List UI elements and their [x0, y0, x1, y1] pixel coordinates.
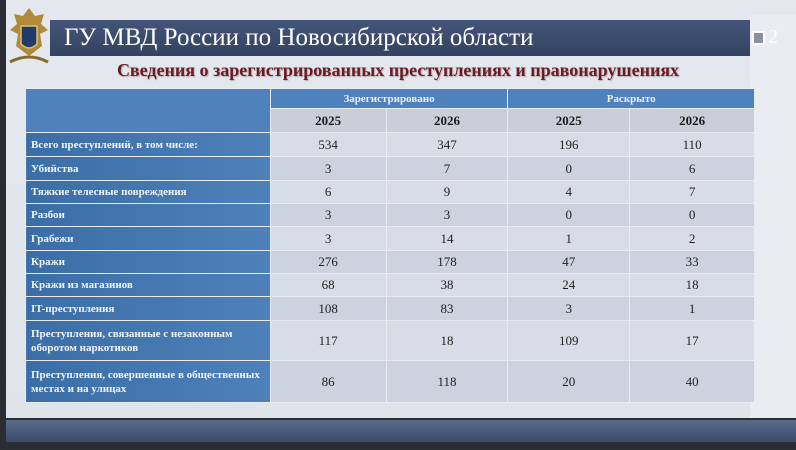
- subtitle: Сведения о зарегистрированных преступлен…: [116, 60, 680, 80]
- value-cell: 178: [385, 250, 509, 274]
- value-cell: 18: [385, 320, 509, 361]
- bottom-bar: [6, 420, 796, 442]
- value-cell: 68: [269, 273, 387, 297]
- emblem-logo-icon: [9, 8, 49, 64]
- table-row: Грабежи 3 14 1 2: [25, 226, 755, 251]
- row-label: Преступления, совершенные в общественных…: [25, 360, 271, 403]
- page-title: ГУ МВД России по Новосибирской области: [50, 20, 750, 56]
- table-row: Преступления, связанные с незаконным обо…: [25, 320, 755, 361]
- value-cell: 3: [385, 203, 509, 227]
- year-header: 2025: [507, 108, 631, 133]
- value-cell: 0: [629, 203, 755, 227]
- value-cell: 3: [269, 226, 387, 251]
- year-header: 2026: [629, 108, 755, 133]
- crime-stats-table: Зарегистрировано Раскрыто 2025 2026 2025…: [25, 88, 755, 403]
- value-cell: 3: [269, 156, 387, 181]
- value-cell: 20: [507, 360, 631, 403]
- value-cell: 18: [629, 273, 755, 297]
- group-header-solved: Раскрыто: [507, 88, 755, 109]
- slide-icon: [752, 30, 765, 45]
- value-cell: 4: [507, 180, 631, 204]
- value-cell: 7: [629, 180, 755, 204]
- row-label: IT-преступления: [25, 296, 271, 321]
- value-cell: 2: [629, 226, 755, 251]
- value-cell: 276: [269, 250, 387, 274]
- value-cell: 38: [385, 273, 509, 297]
- table-row: IT-преступления 108 83 3 1: [25, 296, 755, 321]
- year-header: 2025: [269, 108, 387, 133]
- value-cell: 24: [507, 273, 631, 297]
- table-row: Преступления, совершенные в общественных…: [25, 360, 755, 403]
- row-label: Тяжкие телесные повреждения: [25, 180, 271, 204]
- value-cell: 118: [385, 360, 509, 403]
- value-cell: 117: [269, 320, 387, 361]
- value-cell: 534: [269, 132, 387, 157]
- value-cell: 196: [507, 132, 631, 157]
- year-header: 2026: [385, 108, 509, 133]
- table-row: Кражи из магазинов 68 38 24 18: [25, 273, 755, 297]
- value-cell: 3: [269, 203, 387, 227]
- corner-header: [25, 88, 271, 133]
- value-cell: 47: [507, 250, 631, 274]
- table-row: Убийства 3 7 0 6: [25, 156, 755, 181]
- row-label: Грабежи: [25, 226, 271, 251]
- value-cell: 347: [385, 132, 509, 157]
- row-label: Кражи из магазинов: [25, 273, 271, 297]
- row-label: Всего преступлений, в том числе:: [25, 132, 271, 157]
- row-label: Преступления, связанные с незаконным обо…: [25, 320, 271, 361]
- table-row: Кражи 276 178 47 33: [25, 250, 755, 274]
- value-cell: 17: [629, 320, 755, 361]
- value-cell: 83: [385, 296, 509, 321]
- value-cell: 0: [507, 156, 631, 181]
- table-row: Разбои 3 3 0 0: [25, 203, 755, 227]
- value-cell: 14: [385, 226, 509, 251]
- page-number: 2: [752, 26, 778, 49]
- value-cell: 109: [507, 320, 631, 361]
- group-header-registered: Зарегистрировано: [269, 88, 509, 109]
- table-row: Всего преступлений, в том числе: 534 347 19…: [25, 132, 755, 157]
- value-cell: 9: [385, 180, 509, 204]
- value-cell: 40: [629, 360, 755, 403]
- value-cell: 1: [507, 226, 631, 251]
- value-cell: 108: [269, 296, 387, 321]
- row-label: Кражи: [25, 250, 271, 274]
- value-cell: 7: [385, 156, 509, 181]
- value-cell: 86: [269, 360, 387, 403]
- value-cell: 0: [507, 203, 631, 227]
- table-row: Тяжкие телесные повреждения 6 9 4 7: [25, 180, 755, 204]
- value-cell: 6: [269, 180, 387, 204]
- slide-side-strip: [750, 15, 796, 418]
- value-cell: 33: [629, 250, 755, 274]
- value-cell: 1: [629, 296, 755, 321]
- value-cell: 3: [507, 296, 631, 321]
- value-cell: 110: [629, 132, 755, 157]
- value-cell: 6: [629, 156, 755, 181]
- row-label: Убийства: [25, 156, 271, 181]
- row-label: Разбои: [25, 203, 271, 227]
